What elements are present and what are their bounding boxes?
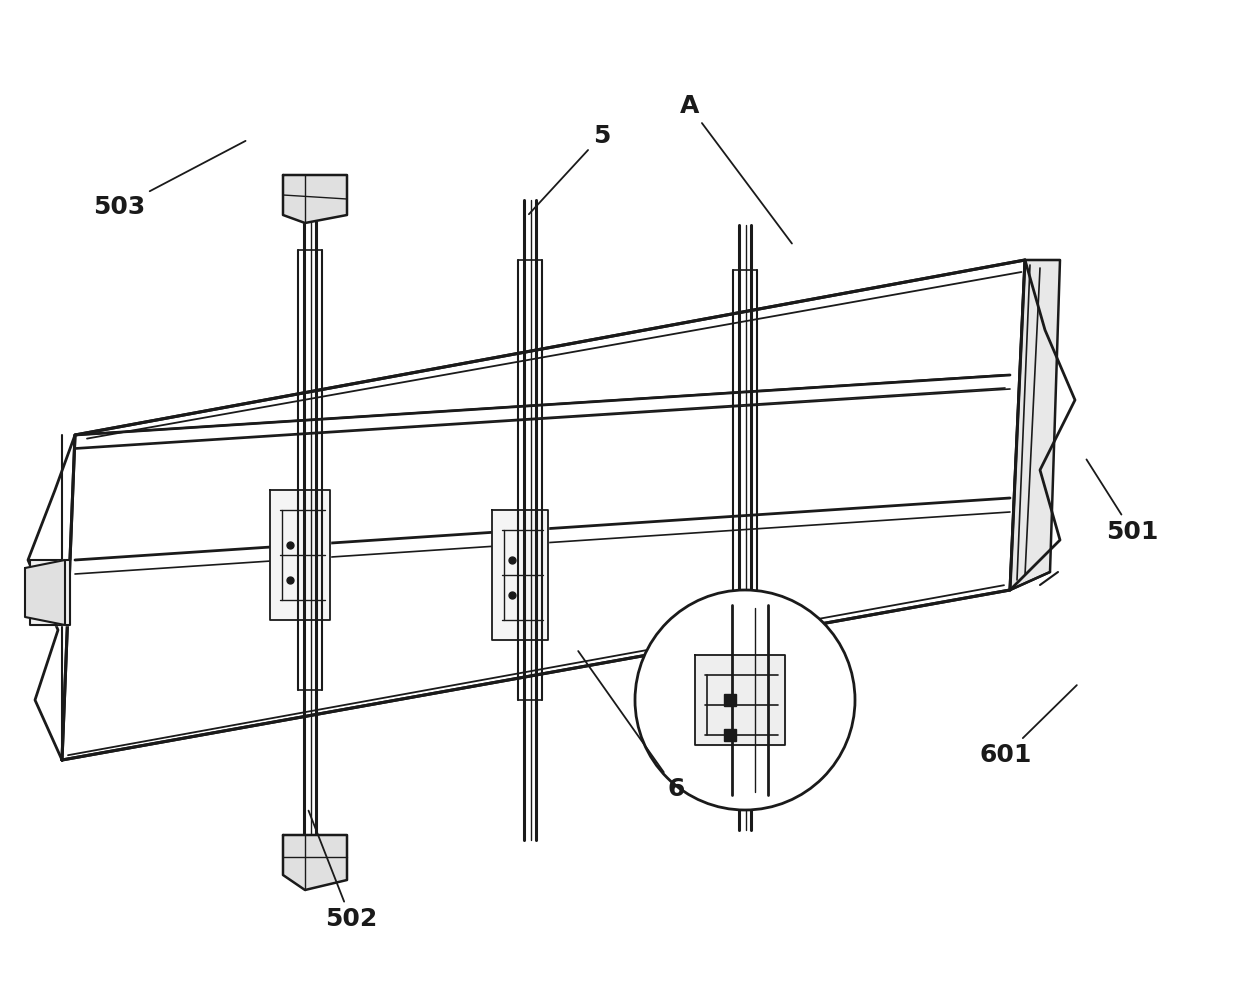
Circle shape xyxy=(635,590,856,810)
Polygon shape xyxy=(283,175,347,223)
Text: A: A xyxy=(680,94,792,244)
Polygon shape xyxy=(270,490,330,620)
Polygon shape xyxy=(25,560,64,625)
Polygon shape xyxy=(694,655,785,745)
Polygon shape xyxy=(1011,260,1060,590)
Text: 6: 6 xyxy=(578,651,684,801)
Text: 503: 503 xyxy=(93,141,246,219)
Text: 5: 5 xyxy=(529,124,610,214)
Polygon shape xyxy=(62,260,1025,760)
Text: 501: 501 xyxy=(1086,459,1158,544)
Text: 601: 601 xyxy=(980,685,1076,767)
Polygon shape xyxy=(283,835,347,890)
Polygon shape xyxy=(30,560,69,625)
Polygon shape xyxy=(492,510,548,640)
Text: 502: 502 xyxy=(309,811,377,931)
